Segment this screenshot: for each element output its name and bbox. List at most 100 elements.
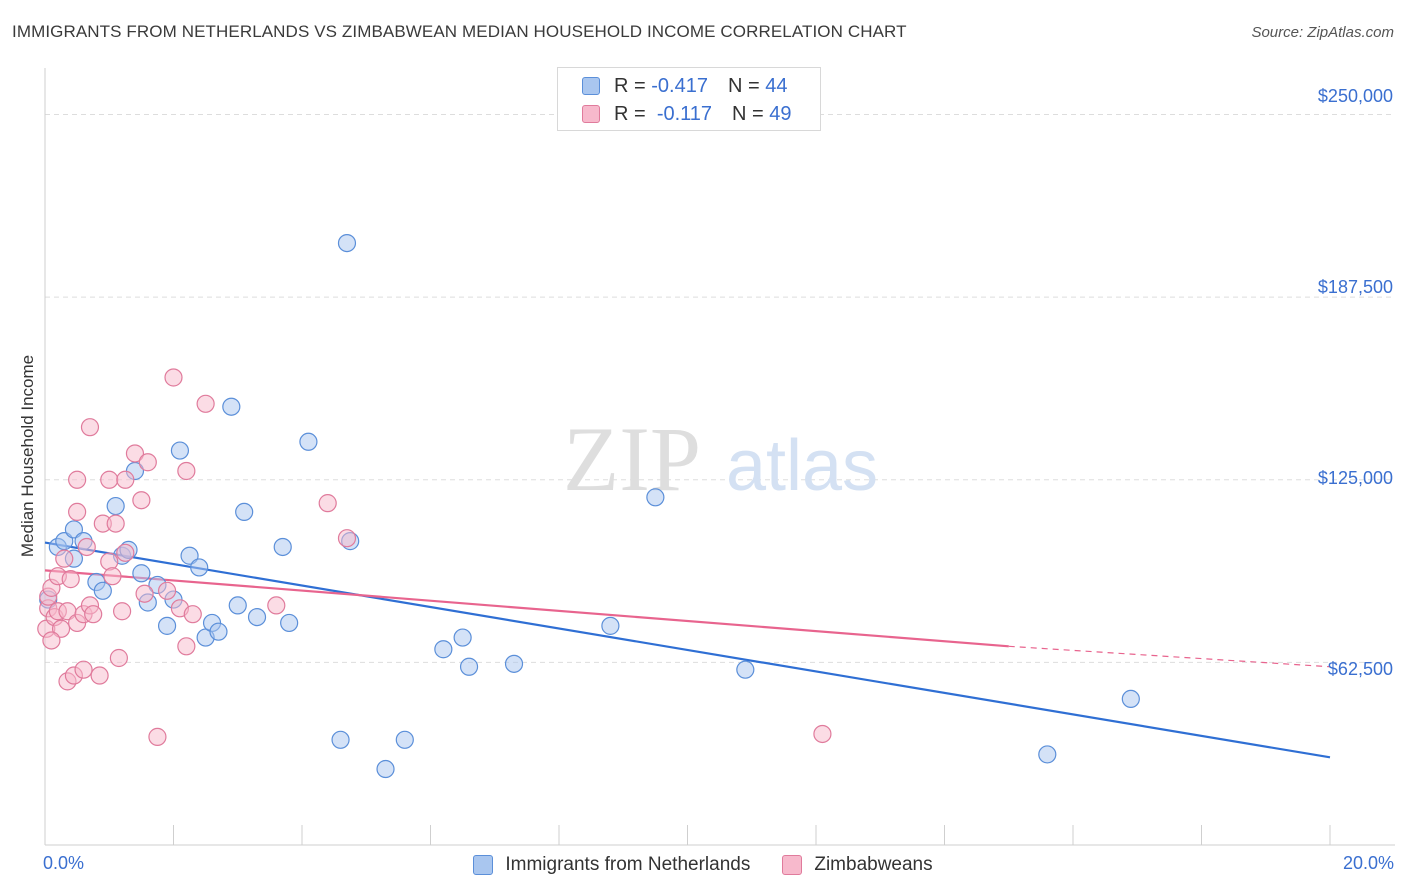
data-point — [93, 581, 112, 600]
data-point — [68, 502, 87, 522]
data-point — [1038, 745, 1057, 764]
legend-n-label: N = — [727, 74, 760, 97]
data-point — [222, 397, 241, 416]
data-point — [459, 657, 479, 676]
data-point — [434, 640, 453, 659]
data-point — [132, 491, 151, 510]
data-point — [247, 607, 267, 627]
legend-n-value: 44 — [765, 74, 788, 97]
data-point — [196, 394, 215, 413]
data-point — [164, 368, 183, 387]
data-point — [170, 441, 190, 460]
legend-n-value: 49 — [769, 102, 792, 125]
data-point — [116, 543, 135, 562]
x-tick-max: 20.0% — [1342, 853, 1394, 873]
axes — [44, 68, 1395, 846]
data-point — [106, 496, 125, 516]
watermark: ZIP atlas — [563, 408, 878, 510]
y-tick-250000: $250,000 — [1317, 86, 1393, 106]
data-point — [125, 444, 145, 463]
data-point — [183, 605, 202, 624]
data-point — [267, 596, 286, 615]
data-point — [337, 529, 357, 548]
data-point — [504, 654, 524, 673]
series-legend: Immigrants from Netherlands Zimbabweans — [0, 852, 1406, 878]
data-point — [135, 584, 154, 603]
data-point — [132, 564, 151, 583]
x-tick-min: 0.0% — [43, 853, 85, 873]
data-point — [813, 724, 832, 744]
data-point — [90, 666, 109, 685]
data-point — [331, 730, 350, 749]
data-point — [84, 605, 103, 624]
legend-r-value: -0.117 — [656, 102, 713, 125]
grid — [45, 114, 1395, 663]
data-point — [228, 596, 247, 615]
data-point — [157, 581, 177, 600]
trend-line-0 — [44, 541, 1331, 759]
data-point — [64, 520, 84, 539]
data-point — [177, 461, 196, 481]
data-point — [55, 549, 74, 568]
data-point — [77, 537, 96, 557]
data-point — [116, 470, 135, 489]
data-point — [109, 648, 128, 668]
y-tick-62500: $62,500 — [1327, 659, 1393, 679]
data-point — [376, 759, 395, 779]
watermark-atlas: atlas — [726, 426, 878, 506]
trend-line-extension-1 — [1008, 645, 1331, 668]
legend-r-label: R = — [614, 102, 646, 125]
data-point — [209, 622, 228, 641]
series-legend-netherlands[interactable]: Immigrants from Netherlands — [473, 854, 750, 876]
series-legend-zimbabweans[interactable]: Zimbabweans — [782, 854, 933, 876]
data-point — [235, 502, 254, 522]
data-point — [61, 570, 80, 589]
data-point — [138, 453, 157, 472]
data-point — [103, 567, 122, 586]
y-tick-187500: $187,500 — [1317, 277, 1393, 297]
data-point — [601, 616, 620, 635]
data-point — [148, 727, 167, 746]
data-point — [42, 631, 61, 650]
data-point — [80, 418, 100, 437]
series-swatch-pink — [782, 855, 803, 875]
source-label: Source: ZipAtlas.com — [1251, 24, 1394, 41]
trend-line-1 — [44, 569, 1009, 648]
data-point — [646, 488, 665, 507]
data-point — [337, 233, 357, 253]
data-points — [37, 233, 1140, 779]
data-point — [453, 628, 472, 647]
data-point — [180, 546, 199, 565]
watermark-zip: ZIP — [563, 408, 701, 510]
series-label-zimbabweans: Zimbabweans — [814, 854, 933, 875]
data-point — [299, 432, 318, 451]
data-point — [157, 616, 177, 635]
legend-row-zimbabweans: R = -0.117 N = 49 — [582, 101, 792, 127]
trend-lines — [44, 541, 1331, 759]
data-point — [112, 602, 132, 621]
data-point — [1121, 689, 1140, 709]
legend-swatch-pink — [582, 105, 600, 123]
data-point — [280, 613, 299, 633]
data-point — [318, 494, 337, 513]
data-point — [100, 470, 119, 489]
legend-swatch-blue — [582, 77, 600, 95]
legend-r-value: -0.417 — [651, 74, 708, 97]
y-tick-125000: $125,000 — [1317, 468, 1393, 488]
legend-r-label: R = — [614, 74, 646, 97]
data-point — [190, 558, 209, 577]
series-label-netherlands: Immigrants from Netherlands — [505, 854, 751, 875]
data-point — [273, 537, 292, 557]
data-point — [68, 470, 87, 489]
legend-n-label: N = — [732, 102, 764, 125]
data-point — [106, 514, 125, 533]
data-point — [74, 660, 93, 679]
chart-title: IMMIGRANTS FROM NETHERLANDS VS ZIMBABWEA… — [12, 22, 907, 41]
correlation-legend: R = -0.417 N = 44 R = -0.117 N = 49 — [557, 67, 821, 131]
data-point — [395, 730, 414, 749]
data-point — [177, 637, 196, 656]
data-point — [736, 660, 755, 679]
legend-row-netherlands: R = -0.417 N = 44 — [582, 73, 787, 99]
y-axis-label: Median Household Income — [18, 354, 37, 558]
